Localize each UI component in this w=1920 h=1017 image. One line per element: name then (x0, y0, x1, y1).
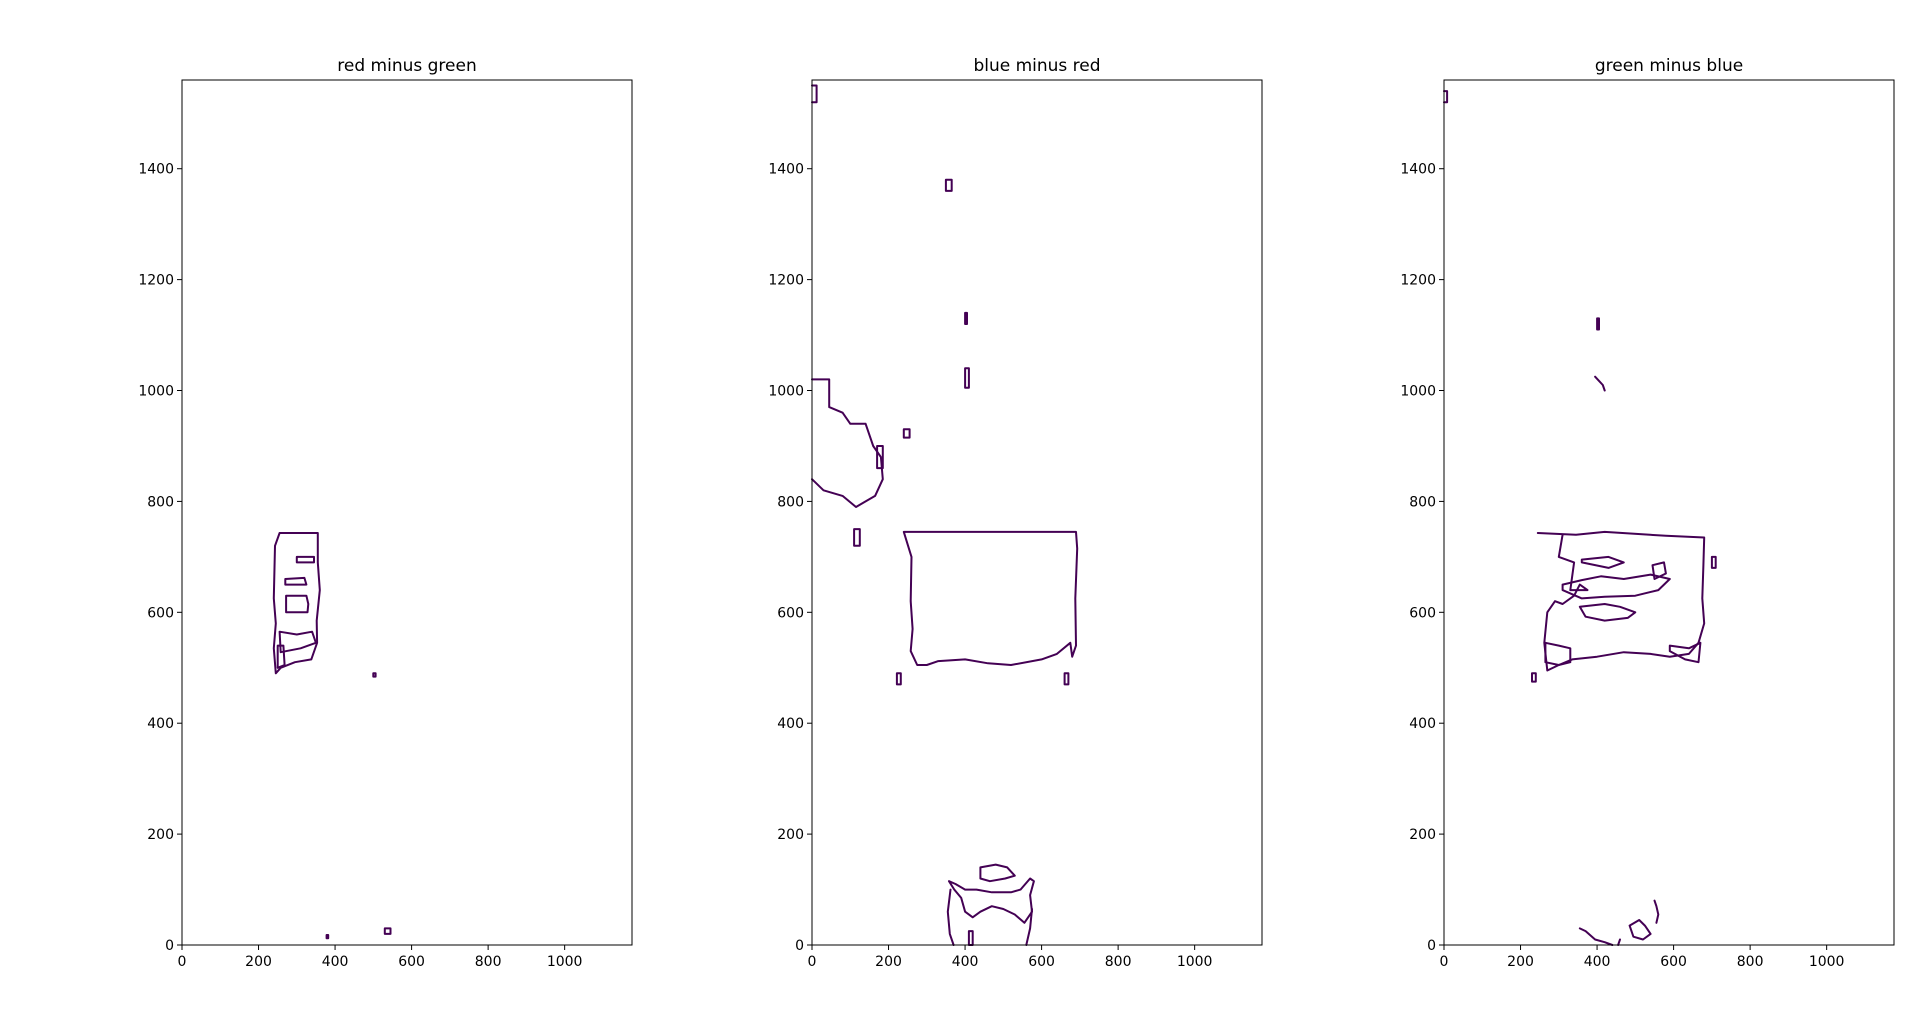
contour-lines (1443, 90, 1717, 946)
x-tick-label: 1000 (547, 954, 583, 970)
x-tick-label: 400 (952, 954, 979, 970)
contour-line (1653, 899, 1660, 924)
contour-line (1580, 555, 1625, 569)
contour-line (902, 428, 911, 439)
plot-frame (181, 79, 633, 946)
x-tick-label: 600 (398, 954, 425, 970)
y-tick-label: 600 (777, 605, 804, 621)
x-tick-label: 200 (875, 954, 902, 970)
contour-line (278, 630, 317, 654)
contour-line (1443, 90, 1449, 104)
contour-lines (272, 532, 392, 940)
contour-line (1544, 641, 1572, 666)
y-tick-label: 1000 (138, 384, 174, 400)
panel-title: green minus blue (1595, 56, 1743, 76)
y-tick-label: 1200 (1400, 273, 1436, 289)
contour-lines (811, 84, 1079, 946)
panel-title: blue minus red (973, 56, 1100, 76)
y-tick-label: 600 (1409, 605, 1436, 621)
y-tick-label: 200 (147, 827, 174, 843)
x-tick-label: 1000 (1809, 954, 1845, 970)
contour-line (1596, 317, 1600, 331)
contour-line (979, 863, 1016, 883)
contour-line (1628, 919, 1652, 941)
chart-panel-2: blue minus red 0 200 400 600 800 1000 0 200 400 60… (768, 56, 1263, 970)
chart-panel-3: green minus blue 0 200 400 600 800 1000 0 200 400… (1400, 56, 1895, 970)
contour-line (964, 367, 970, 389)
contour-line (1561, 573, 1671, 600)
x-tick-label: 800 (1105, 954, 1132, 970)
y-tick-label: 1200 (138, 273, 174, 289)
contour-line (967, 930, 974, 946)
contour-line (1617, 938, 1621, 946)
y-tick-label: 1000 (768, 384, 804, 400)
contour-line (1531, 672, 1537, 683)
y-tick-label: 800 (1409, 494, 1436, 510)
contour-line (964, 311, 968, 325)
y-tick-label: 1400 (1400, 162, 1436, 178)
x-tick-label: 600 (1028, 954, 1055, 970)
contour-line (902, 530, 1079, 666)
contour-line (948, 877, 1035, 924)
contour-line (1025, 908, 1033, 946)
contour-line (383, 927, 392, 935)
y-tick-label: 400 (1409, 716, 1436, 732)
contour-line (1578, 927, 1614, 946)
y-tick-label: 800 (147, 494, 174, 510)
y-tick-label: 0 (1427, 938, 1436, 954)
x-tick-label: 400 (322, 954, 349, 970)
contour-line (944, 178, 953, 192)
contour-line (1710, 555, 1717, 569)
y-tick-label: 200 (1409, 827, 1436, 843)
x-tick-label: 0 (1440, 954, 1449, 970)
contour-line (876, 445, 884, 470)
x-tick-label: 400 (1584, 954, 1611, 970)
contour-line (284, 576, 308, 586)
contour-line (272, 532, 321, 675)
x-tick-label: 200 (1507, 954, 1534, 970)
y-tick-label: 1400 (138, 162, 174, 178)
plot-frame (1443, 79, 1895, 946)
y-tick-label: 400 (777, 716, 804, 732)
y-tick-label: 0 (165, 938, 174, 954)
x-tick-label: 600 (1660, 954, 1687, 970)
contour-line (895, 672, 902, 686)
contour-line (1063, 672, 1070, 686)
contour-line (853, 528, 861, 547)
y-tick-label: 200 (777, 827, 804, 843)
x-tick-label: 0 (808, 954, 817, 970)
x-tick-label: 0 (178, 954, 187, 970)
contour-line (946, 888, 955, 946)
y-tick-label: 1200 (768, 273, 804, 289)
y-tick-label: 0 (795, 938, 804, 954)
y-tick-label: 600 (147, 605, 174, 621)
chart-panel-1: red minus green 0 200 400 600 800 1000 0 200 400 6… (138, 56, 633, 970)
x-tick-label: 800 (1737, 954, 1764, 970)
y-tick-label: 1400 (768, 162, 804, 178)
x-tick-label: 1000 (1177, 954, 1213, 970)
contour-line (1536, 530, 1706, 672)
contour-line (811, 378, 884, 508)
contour-line (285, 594, 310, 614)
x-tick-label: 800 (475, 954, 502, 970)
y-tick-label: 1000 (1400, 384, 1436, 400)
contour-line (372, 672, 377, 678)
plot-frame (811, 79, 1263, 946)
contour-line (325, 934, 330, 940)
contour-line (1651, 561, 1667, 580)
contour-line (276, 644, 286, 669)
contour-line (811, 84, 818, 104)
contour-line (295, 555, 315, 564)
contour-line (1578, 603, 1637, 622)
x-tick-label: 200 (245, 954, 272, 970)
panel-title: red minus green (337, 56, 476, 76)
y-tick-label: 400 (147, 716, 174, 732)
y-tick-label: 800 (777, 494, 804, 510)
contour-line (1594, 375, 1606, 392)
contour-line (1668, 641, 1702, 664)
